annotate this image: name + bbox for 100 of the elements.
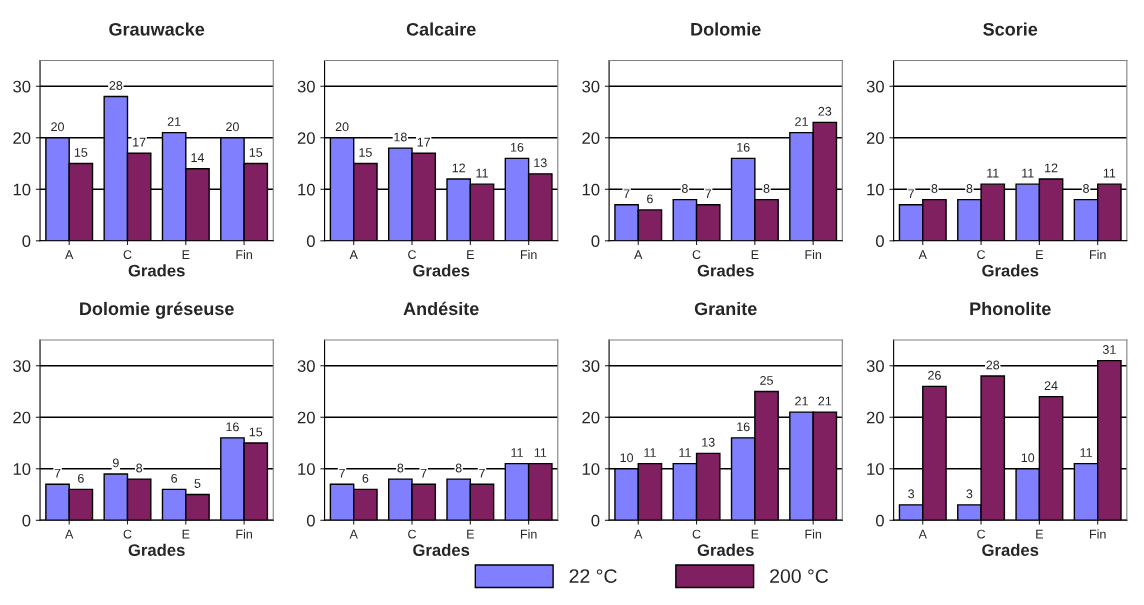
data-label: 8	[397, 463, 404, 473]
x-axis-title: Grades	[697, 543, 754, 556]
x-tick-label: Fin	[805, 249, 822, 259]
y-tick-label: 20	[13, 132, 31, 144]
x-tick-label: Fin	[236, 249, 252, 259]
x-tick-label: A	[65, 250, 74, 259]
x-axis-title: Grades	[697, 264, 754, 277]
data-label: 7	[479, 468, 485, 478]
x-tick-label: E	[751, 529, 759, 539]
data-label: 11	[1022, 168, 1034, 178]
y-tick-label: 0	[22, 235, 31, 248]
y-tick-label: 20	[297, 411, 315, 424]
data-label: 16	[737, 422, 750, 432]
y-tick-label: 10	[298, 463, 315, 475]
chart-title: Grauwacke	[109, 22, 205, 36]
x-tick-label: A	[918, 250, 927, 259]
data-label: 18	[394, 132, 407, 142]
data-label: 21	[818, 396, 832, 406]
x-tick-label: A	[918, 529, 927, 539]
y-tick-label: 0	[591, 235, 600, 248]
data-label: 6	[362, 473, 369, 483]
x-tick-label: A	[349, 250, 358, 259]
data-label: 17	[417, 137, 431, 147]
data-label: 11	[476, 168, 488, 178]
data-label: 9	[112, 458, 119, 468]
x-axis-title: Grades	[128, 543, 185, 556]
y-tick-label: 30	[866, 360, 884, 372]
data-label: 11	[987, 168, 999, 178]
y-tick-label: 10	[298, 183, 315, 196]
x-tick-label: C	[977, 529, 986, 539]
data-label: 12	[452, 163, 465, 173]
data-label: 11	[534, 448, 547, 457]
data-label: 15	[74, 148, 88, 157]
x-tick-label: C	[123, 250, 132, 260]
data-label: 16	[226, 422, 239, 432]
y-tick-label: 30	[297, 360, 315, 372]
y-tick-label: 30	[582, 360, 600, 372]
chart-title: Calcaire	[406, 22, 476, 36]
data-label: 15	[249, 427, 263, 437]
y-tick-label: 10	[582, 183, 600, 196]
data-label: 16	[510, 142, 524, 152]
data-label: 8	[136, 463, 143, 473]
x-tick-label: C	[123, 529, 132, 539]
y-tick-label: 0	[306, 235, 315, 248]
data-label: 10	[620, 453, 634, 463]
data-label: 11	[511, 448, 523, 457]
data-label: 11	[644, 448, 656, 457]
data-label: 7	[908, 189, 914, 198]
data-label: 8	[1083, 184, 1089, 193]
chart-title: Dolomie gréseuse	[80, 301, 234, 319]
data-label: 10	[1021, 453, 1035, 463]
y-tick-label: 20	[13, 411, 31, 424]
y-tick-label: 10	[867, 183, 884, 196]
y-tick-label: 10	[867, 463, 884, 475]
x-tick-label: Fin	[520, 529, 537, 539]
x-tick-label: A	[634, 250, 643, 259]
y-tick-label: 0	[875, 235, 884, 248]
data-label: 12	[1045, 163, 1058, 173]
data-label: 3	[966, 489, 973, 499]
x-tick-label: E	[182, 250, 190, 259]
x-tick-label: C	[692, 529, 701, 539]
data-label: 7	[623, 189, 630, 198]
x-tick-label: E	[467, 529, 474, 539]
data-label: 7	[420, 468, 427, 478]
y-tick-label: 30	[13, 360, 31, 372]
data-label: 5	[194, 479, 201, 488]
x-axis-title: Grades	[413, 264, 470, 277]
data-label: 7	[705, 189, 712, 198]
x-axis-title: Grades	[982, 543, 1039, 556]
y-tick-label: 30	[297, 80, 315, 93]
x-tick-label: C	[692, 250, 701, 260]
data-label: 14	[191, 153, 205, 162]
data-label: 17	[133, 137, 146, 147]
x-tick-label: A	[634, 529, 643, 539]
data-label: 31	[1102, 345, 1116, 354]
data-label: 8	[763, 184, 770, 193]
x-tick-label: E	[1036, 529, 1044, 539]
x-tick-label: A	[65, 529, 74, 539]
data-label: 25	[760, 376, 773, 385]
chart-title: Dolomie	[691, 22, 761, 36]
data-label: 7	[54, 468, 61, 478]
data-label: 15	[249, 148, 263, 157]
data-label: 8	[455, 463, 462, 473]
data-label: 8	[931, 184, 938, 193]
y-tick-label: 0	[591, 514, 600, 527]
data-label: 13	[702, 437, 715, 447]
data-label: 20	[51, 122, 64, 132]
data-label: 13	[534, 158, 547, 168]
chart-title: Scorie	[983, 22, 1038, 36]
x-tick-label: C	[977, 250, 986, 260]
x-tick-label: Fin	[1090, 249, 1106, 259]
chart-title: Granite	[694, 301, 757, 316]
data-label: 8	[681, 184, 688, 193]
x-tick-label: Fin	[805, 529, 822, 539]
data-label: 21	[167, 117, 181, 126]
y-tick-label: 0	[875, 514, 884, 527]
x-tick-label: Fin	[236, 529, 252, 539]
data-label: 23	[818, 106, 832, 116]
y-tick-label: 20	[582, 411, 600, 424]
data-label: 20	[335, 122, 349, 132]
